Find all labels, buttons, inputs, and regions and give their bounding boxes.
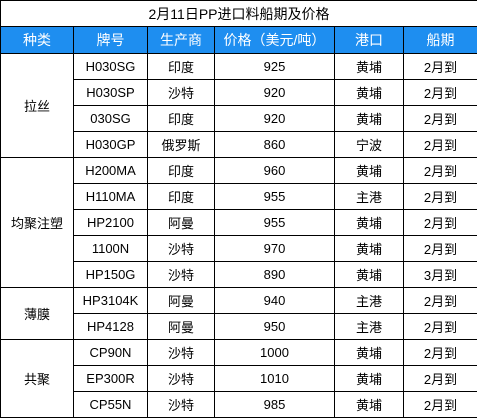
column-header: 种类: [1, 27, 74, 54]
cell: 2月到: [404, 132, 477, 158]
cell: 俄罗斯: [148, 132, 215, 158]
cell: 985: [215, 392, 335, 418]
cell: 955: [215, 184, 335, 210]
cell: 030SG: [74, 106, 148, 132]
cell: 2月到: [404, 340, 477, 366]
cell: 印度: [148, 158, 215, 184]
cell: 1000: [215, 340, 335, 366]
column-header: 船期: [404, 27, 477, 54]
cell: HP150G: [74, 262, 148, 288]
cell: H110MA: [74, 184, 148, 210]
cell: 920: [215, 106, 335, 132]
cell: 沙特: [148, 262, 215, 288]
cell: 2月到: [404, 314, 477, 340]
cell: 沙特: [148, 392, 215, 418]
header-row: 种类牌号生产商价格（美元/吨）港口船期: [1, 27, 477, 54]
cell: 2月到: [404, 80, 477, 106]
cell: 黄埔: [335, 106, 404, 132]
cell: 阿曼: [148, 210, 215, 236]
cell: 沙特: [148, 366, 215, 392]
cell: 黄埔: [335, 80, 404, 106]
cell: 925: [215, 54, 335, 80]
cell: HP3104K: [74, 288, 148, 314]
cell: 1100N: [74, 236, 148, 262]
cell: 2月到: [404, 158, 477, 184]
cell: H030GP: [74, 132, 148, 158]
cell: 960: [215, 158, 335, 184]
column-header: 生产商: [148, 27, 215, 54]
cell: 890: [215, 262, 335, 288]
cell: 黄埔: [335, 392, 404, 418]
cell: 黄埔: [335, 54, 404, 80]
cell: 3月到: [404, 262, 477, 288]
cell: 印度: [148, 54, 215, 80]
cell: 黄埔: [335, 158, 404, 184]
cell: 黄埔: [335, 366, 404, 392]
cell: H200MA: [74, 158, 148, 184]
cell: 沙特: [148, 340, 215, 366]
cell: 黄埔: [335, 262, 404, 288]
cell: 黄埔: [335, 210, 404, 236]
cell: 955: [215, 210, 335, 236]
cell: 主港: [335, 288, 404, 314]
column-header: 港口: [335, 27, 404, 54]
column-header: 价格（美元/吨）: [215, 27, 335, 54]
cell: HP2100: [74, 210, 148, 236]
cell: HP4128: [74, 314, 148, 340]
cell: 920: [215, 80, 335, 106]
cell: 阿曼: [148, 288, 215, 314]
cell: 2月到: [404, 210, 477, 236]
cell: 2月到: [404, 106, 477, 132]
cell: CP55N: [74, 392, 148, 418]
cell: CP90N: [74, 340, 148, 366]
category-cell: 薄膜: [1, 288, 74, 340]
category-cell: 拉丝: [1, 54, 74, 158]
cell: 2月到: [404, 54, 477, 80]
cell: EP300R: [74, 366, 148, 392]
cell: 2月到: [404, 184, 477, 210]
cell: 2月到: [404, 366, 477, 392]
cell: 黄埔: [335, 340, 404, 366]
cell: 印度: [148, 184, 215, 210]
cell: 950: [215, 314, 335, 340]
cell: 主港: [335, 314, 404, 340]
title-row: 2月11日PP进口料船期及价格: [1, 1, 477, 27]
cell: 940: [215, 288, 335, 314]
category-cell: 均聚注塑: [1, 158, 74, 288]
cell: 2月到: [404, 236, 477, 262]
cell: H030SP: [74, 80, 148, 106]
cell: 黄埔: [335, 236, 404, 262]
cell: 印度: [148, 106, 215, 132]
cell: 主港: [335, 184, 404, 210]
cell: 宁波: [335, 132, 404, 158]
cell: 1010: [215, 366, 335, 392]
cell: 2月到: [404, 392, 477, 418]
cell: 2月到: [404, 288, 477, 314]
table-title: 2月11日PP进口料船期及价格: [1, 1, 477, 27]
cell: 860: [215, 132, 335, 158]
cell: 沙特: [148, 236, 215, 262]
cell: 阿曼: [148, 314, 215, 340]
category-cell: 共聚: [1, 340, 74, 418]
cell: 沙特: [148, 80, 215, 106]
cell: H030SG: [74, 54, 148, 80]
column-header: 牌号: [74, 27, 148, 54]
cell: 970: [215, 236, 335, 262]
